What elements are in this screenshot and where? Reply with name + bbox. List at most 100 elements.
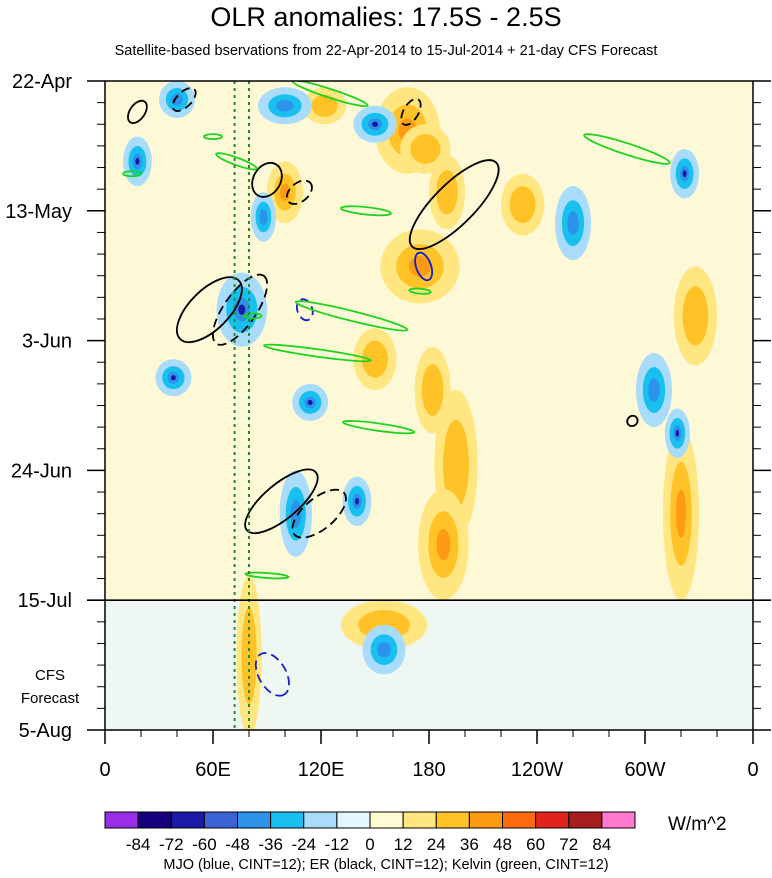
kelvin-contour	[203, 133, 223, 141]
colorbar-swatch	[270, 811, 305, 829]
y-tick-label: 15-Jul	[18, 590, 72, 612]
mjo-contour	[414, 251, 434, 282]
er-contour	[244, 468, 319, 535]
kelvin-contour	[242, 312, 263, 320]
colorbar-label: 72	[559, 835, 578, 854]
wave-contours	[122, 81, 671, 697]
colorbar-swatch	[601, 811, 636, 829]
colorbar-swatch	[137, 811, 172, 829]
negative-anomaly-max	[135, 157, 140, 165]
er-contour	[291, 488, 347, 539]
er-contour	[176, 276, 243, 344]
colorbar-label: -60	[192, 835, 217, 854]
x-tick-label: 60W	[624, 759, 665, 781]
colorbar-swatch	[336, 811, 371, 829]
chart-title: OLR anomalies: 17.5S - 2.5S	[210, 2, 562, 32]
positive-anomaly-core	[362, 340, 388, 378]
reference-lines	[233, 81, 250, 730]
colorbar-swatch	[402, 811, 437, 829]
colorbar-label: -84	[126, 835, 151, 854]
colorbar-label: -24	[291, 835, 316, 854]
er-contour	[171, 87, 197, 112]
chart-subtitle: Satellite-based bservations from 22-Apr-…	[114, 43, 658, 59]
positive-anomaly-peak	[675, 489, 687, 538]
kelvin-contour	[263, 343, 372, 363]
anomaly-field	[105, 81, 753, 730]
y-tick-label: 5-Aug	[19, 720, 72, 742]
negative-anomaly-peak	[567, 211, 579, 236]
colorbar-swatch	[104, 811, 139, 829]
kelvin-contour	[122, 170, 142, 178]
er-contour	[285, 179, 313, 205]
negative-anomaly-peak	[259, 209, 268, 225]
er-contour	[251, 161, 283, 198]
colorbar-label: -48	[225, 835, 250, 854]
contour-legend: MJO (blue, CINT=12); ER (black, CINT=12)…	[163, 857, 609, 873]
colorbar-swatch	[303, 811, 338, 829]
negative-anomaly-max	[371, 121, 379, 127]
colorbar-label: 12	[394, 835, 413, 854]
colorbar-label: 0	[365, 835, 374, 854]
colorbar-label: 60	[526, 835, 545, 854]
negative-anomaly-max	[354, 497, 360, 505]
positive-anomaly-core	[436, 170, 458, 215]
er-contour	[400, 97, 422, 126]
er-contour	[127, 99, 148, 124]
negative-anomaly-max	[307, 399, 313, 406]
negative-anomaly-max	[682, 170, 687, 178]
positive-anomaly-core	[682, 286, 709, 346]
positive-anomaly-peak	[436, 528, 451, 561]
axes: 22-Apr 13-May 3-Jun 24-Jun 15-Jul 5-Aug 0 60E 12…	[5, 71, 771, 781]
forecast-label: CFS Forecast	[14, 664, 86, 710]
colorbar-swatch	[502, 811, 537, 829]
kelvin-contour	[294, 300, 409, 332]
kelvin-contour	[244, 571, 290, 580]
negative-anomaly-max	[675, 429, 680, 437]
colorbar: -84 -72 -60 -48 -36 -24 -12 0 12 24 36 48 60 72 84	[104, 811, 636, 854]
colorbar-swatch	[369, 811, 404, 829]
mjo-contour	[254, 652, 290, 697]
colorbar-swatch	[435, 811, 470, 829]
colorbar-label: -12	[325, 835, 350, 854]
colorbar-label: 84	[592, 835, 611, 854]
positive-anomaly-core	[311, 94, 338, 117]
colorbar-swatch	[170, 811, 205, 829]
x-tick-label: 180	[412, 759, 445, 781]
kelvin-contour	[408, 287, 432, 295]
colorbar-label: 48	[493, 835, 512, 854]
colorbar-label: -36	[258, 835, 283, 854]
forecast-label-line1: CFS	[35, 667, 65, 684]
er-contour	[408, 159, 500, 250]
x-tick-label: 120W	[511, 759, 563, 781]
colorbar-label: 24	[427, 835, 446, 854]
negative-anomaly-peak	[276, 99, 294, 112]
er-contour	[626, 414, 639, 428]
kelvin-contour	[583, 133, 671, 165]
kelvin-contour	[215, 152, 258, 171]
x-tick-label: 120E	[298, 759, 345, 781]
y-tick-label: 24-Jun	[11, 460, 72, 482]
positive-anomaly-core	[410, 134, 441, 164]
negative-anomaly-max	[238, 304, 246, 315]
negative-anomaly-max	[170, 375, 176, 381]
positive-anomaly-core	[509, 186, 536, 224]
colorbar-swatch	[468, 811, 503, 829]
y-tick-label: 13-May	[5, 201, 72, 223]
mjo-contour	[296, 298, 314, 322]
forecast-label-line2: Forecast	[20, 690, 80, 707]
x-tick-label: 60E	[195, 759, 231, 781]
positive-anomaly-core	[421, 364, 444, 417]
negative-anomaly-peak	[290, 499, 301, 528]
colorbar-swatch	[237, 811, 272, 829]
colorbar-swatch	[203, 811, 238, 829]
y-tick-label: 22-Apr	[12, 71, 72, 93]
negative-anomaly-peak	[648, 378, 660, 402]
positive-anomaly-core	[443, 419, 469, 509]
kelvin-contour	[342, 420, 416, 435]
x-tick-label: 0	[747, 759, 758, 781]
colorbar-label: 36	[460, 835, 479, 854]
x-tick-label: 0	[99, 759, 110, 781]
negative-anomaly-peak	[377, 641, 391, 658]
colorbar-units: W/m^2	[668, 814, 727, 835]
